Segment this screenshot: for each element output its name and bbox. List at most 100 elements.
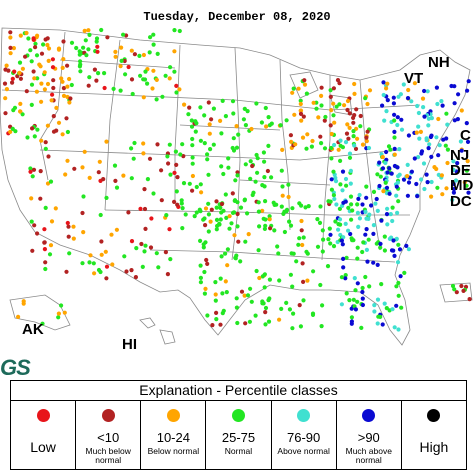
- gauge-dot: [428, 134, 433, 140]
- gauge-dot: [167, 227, 172, 232]
- gauge-dot: [301, 114, 306, 119]
- gauge-dot: [319, 103, 324, 108]
- gauge-dot: [243, 321, 248, 326]
- gauge-dot: [81, 45, 86, 50]
- gauge-dot: [426, 123, 431, 128]
- gauge-dot: [424, 172, 429, 177]
- gauge-dot: [343, 276, 348, 281]
- gauge-dot: [429, 194, 434, 199]
- gauge-dot: [29, 219, 34, 224]
- gauge-dot: [284, 118, 289, 123]
- gauge-dot: [51, 114, 56, 119]
- gauge-dot: [207, 131, 212, 136]
- label-hi: HI: [122, 336, 137, 353]
- gauge-dot: [30, 174, 35, 179]
- gauge-dot: [118, 88, 123, 93]
- gauge-dots: [2, 27, 472, 332]
- gauge-dot: [262, 184, 267, 189]
- gauge-dot: [218, 118, 223, 123]
- gauge-dot: [141, 141, 146, 146]
- gauge-dot: [385, 206, 390, 211]
- gauge-dot: [358, 113, 363, 119]
- gauge-dot: [420, 96, 426, 101]
- gauge-dot: [17, 60, 23, 65]
- legend-swatch-p7690: [297, 409, 311, 422]
- gauge-dot: [343, 273, 348, 278]
- gauge-dot: [254, 152, 259, 158]
- gauge-dot: [300, 261, 305, 266]
- gauge-dot: [40, 321, 45, 326]
- gauge-dot: [412, 156, 417, 161]
- gauge-dot: [315, 244, 321, 249]
- gauge-dot: [54, 105, 59, 110]
- gauge-dot: [92, 271, 97, 276]
- gauge-dot: [450, 197, 455, 202]
- gauge-dot: [105, 35, 110, 40]
- gauge-dot: [140, 264, 145, 269]
- gauge-dot: [42, 247, 48, 252]
- gauge-dot: [451, 167, 456, 172]
- gauge-dot: [179, 201, 184, 206]
- gauge-dot: [268, 226, 273, 231]
- gauge-dot: [406, 133, 411, 138]
- gauge-dot: [465, 159, 470, 164]
- gauge-dot: [371, 260, 376, 265]
- gauge-dot: [356, 224, 361, 229]
- gauge-dot: [294, 259, 299, 264]
- gauge-dot: [32, 223, 37, 228]
- legend-label-gt90: >90: [357, 430, 380, 445]
- gauge-dot: [67, 100, 72, 105]
- gauge-dot: [287, 307, 292, 312]
- gauge-dot: [198, 263, 203, 268]
- gauge-dot: [104, 139, 109, 144]
- gauge-dot: [280, 147, 285, 152]
- gauge-dot: [18, 33, 23, 38]
- gauge-dot: [275, 244, 280, 249]
- gauge-dot: [392, 163, 397, 169]
- gauge-dot: [256, 209, 261, 214]
- gauge-dot: [314, 106, 319, 111]
- gauge-dot: [94, 36, 100, 41]
- gauge-dot: [385, 81, 390, 86]
- gauge-dot: [397, 147, 402, 152]
- gauge-dot: [392, 129, 397, 134]
- gauge-dot: [62, 310, 67, 315]
- gauge-dot: [261, 216, 266, 221]
- gauge-dot: [365, 101, 370, 107]
- gauge-dot: [444, 111, 449, 116]
- legend: Explanation - Percentile classes Low <10 M…: [10, 380, 467, 470]
- legend-class-p7690: 76-90 Above normal: [272, 401, 337, 469]
- gauge-dot: [31, 69, 36, 74]
- legend-class-gt90: >90 Much above normal: [337, 401, 402, 469]
- gauge-dot: [466, 190, 471, 195]
- legend-label-p2575: 25-75: [221, 430, 256, 445]
- gauge-dot: [358, 124, 363, 129]
- gauge-dot: [234, 305, 239, 310]
- gauge-dot: [286, 182, 291, 187]
- gauge-dot: [163, 73, 168, 78]
- gauge-dot: [143, 243, 148, 248]
- gauge-dot: [78, 69, 83, 74]
- gauge-dot: [360, 289, 365, 295]
- gauge-dot: [48, 243, 54, 248]
- gauge-dot: [39, 138, 44, 143]
- gauge-dot: [356, 196, 361, 201]
- gauge-dot: [434, 135, 439, 140]
- gauge-dot: [61, 57, 66, 62]
- gauge-dot: [242, 293, 247, 298]
- gauge-dot: [348, 231, 353, 237]
- gauge-dot: [96, 170, 101, 175]
- gauge-dot: [192, 214, 197, 219]
- gauge-dot: [95, 44, 100, 49]
- gauge-dot: [246, 232, 251, 237]
- gauge-dot: [235, 320, 240, 326]
- label-nh: NH: [428, 54, 450, 71]
- gauge-dot: [181, 181, 187, 186]
- gauge-dot: [34, 89, 40, 94]
- gauge-dot: [203, 206, 209, 211]
- gauge-dot: [42, 240, 47, 245]
- gauge-dot: [61, 86, 66, 91]
- gauge-dot: [353, 307, 358, 312]
- gauge-dot: [65, 158, 70, 163]
- gauge-dot: [182, 102, 187, 107]
